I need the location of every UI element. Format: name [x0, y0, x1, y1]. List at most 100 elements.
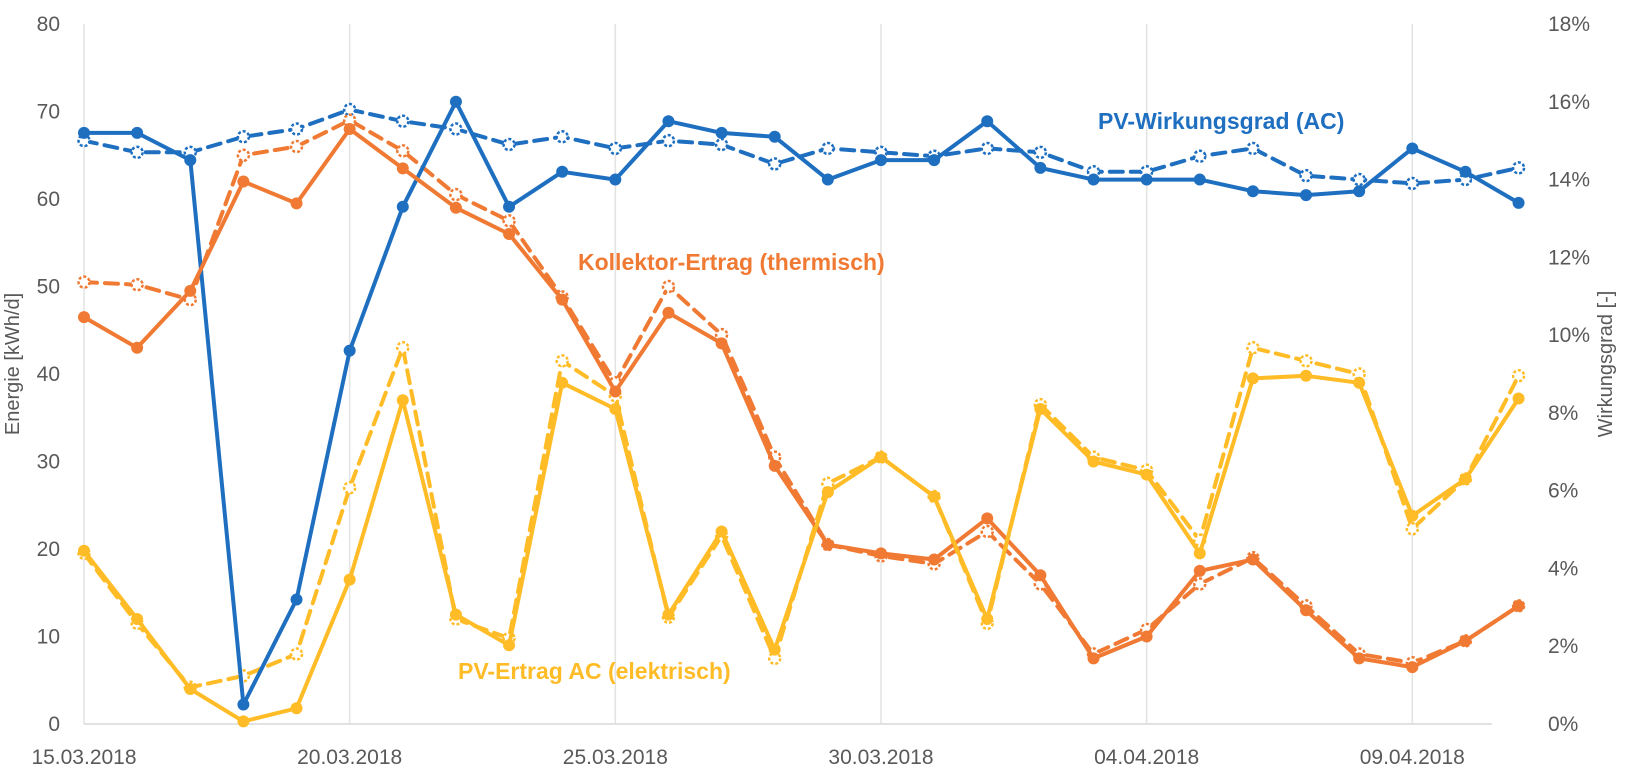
data-point	[78, 126, 90, 139]
data-point	[78, 311, 90, 324]
data-point	[556, 376, 569, 389]
data-point	[237, 715, 250, 728]
right-y-axis-ticks: 0% 2% 4% 6% 8% 10% 12% 14% 16% 18%	[1548, 13, 1590, 736]
data-point	[503, 639, 516, 652]
y-tick-label: 30	[37, 451, 60, 474]
y2-tick-label: 4%	[1548, 557, 1578, 580]
data-point	[662, 306, 675, 319]
data-point	[184, 683, 197, 695]
data-point	[343, 123, 356, 135]
data-point	[1405, 176, 1420, 191]
data-point	[1034, 403, 1047, 415]
data-point	[396, 162, 409, 175]
data-point	[1352, 172, 1366, 187]
data-point	[449, 95, 462, 108]
y-tick-label: 50	[37, 276, 60, 299]
data-point	[661, 133, 676, 148]
data-point	[1459, 473, 1472, 485]
series-line	[82, 118, 1521, 665]
data-point	[821, 173, 834, 186]
data-point	[981, 115, 994, 128]
data-point	[556, 165, 569, 178]
data-point	[1246, 553, 1259, 566]
data-point	[1459, 634, 1472, 647]
data-point	[1352, 367, 1366, 381]
y-tick-label: 0	[48, 713, 60, 736]
y-axis-title: Energie [kWh/d]	[2, 293, 24, 435]
data-point	[556, 293, 569, 306]
data-point	[928, 490, 941, 503]
data-point	[1299, 354, 1313, 368]
series-label-pv-wirkungsgrad: PV-Wirkungsgrad (AC)	[1098, 108, 1344, 134]
data-point	[1353, 185, 1366, 198]
left-y-axis-ticks: 0 10 20 30 40 50 60 70 80	[37, 13, 60, 736]
data-point	[130, 278, 144, 292]
data-point	[236, 130, 251, 144]
data-point	[662, 608, 675, 621]
data-point	[821, 486, 834, 499]
data-point	[1140, 468, 1153, 481]
x-tick-label: 25.03.2018	[563, 746, 668, 769]
y2-tick-label: 18%	[1548, 13, 1590, 36]
data-point	[1087, 652, 1100, 665]
data-point	[396, 200, 409, 213]
data-point	[290, 593, 303, 606]
data-point	[1246, 185, 1259, 198]
data-point	[874, 451, 887, 464]
x-tick-label: 04.04.2018	[1094, 746, 1199, 769]
data-point	[821, 141, 835, 156]
data-point	[821, 476, 835, 491]
data-point	[714, 327, 729, 342]
series-line	[82, 345, 1521, 690]
data-point	[131, 126, 144, 139]
data-point	[343, 573, 356, 586]
series-line	[82, 373, 1521, 724]
data-point	[130, 145, 144, 160]
data-point	[1087, 173, 1100, 186]
data-point	[1511, 161, 1526, 175]
data-point	[1140, 630, 1153, 643]
data-point	[131, 341, 144, 354]
x-tick-label: 15.03.2018	[31, 746, 136, 769]
data-point	[1406, 661, 1419, 674]
data-point	[928, 154, 941, 167]
data-point	[290, 702, 303, 715]
data-point	[1246, 372, 1259, 385]
data-point	[342, 113, 357, 127]
data-point	[1140, 173, 1153, 186]
data-point	[821, 538, 834, 551]
data-point	[237, 175, 250, 188]
data-point	[503, 228, 516, 240]
data-point	[289, 139, 304, 154]
data-point	[608, 141, 623, 156]
data-point	[768, 130, 781, 143]
y2-tick-label: 8%	[1548, 402, 1578, 425]
data-point	[661, 279, 676, 294]
data-point	[1512, 599, 1525, 612]
data-point	[1406, 509, 1419, 522]
data-point	[184, 154, 197, 167]
y2-tick-label: 14%	[1548, 169, 1590, 192]
data-point	[1033, 145, 1048, 160]
data-point	[1459, 165, 1472, 178]
y2-tick-label: 12%	[1548, 246, 1590, 269]
data-point	[1193, 577, 1207, 591]
data-point	[1353, 376, 1366, 389]
x-tick-label: 30.03.2018	[828, 746, 933, 769]
y-tick-label: 10	[37, 626, 60, 649]
data-point	[980, 141, 994, 156]
data-point	[555, 354, 569, 368]
y2-tick-label: 10%	[1548, 324, 1590, 347]
data-point	[1193, 547, 1206, 560]
data-point	[396, 114, 410, 128]
data-point	[980, 524, 994, 539]
data-point	[1353, 652, 1366, 665]
data-point	[715, 525, 728, 538]
data-point	[449, 201, 462, 214]
data-point	[1512, 392, 1525, 405]
data-point	[715, 126, 728, 139]
data-point	[928, 553, 941, 566]
data-point	[289, 122, 304, 136]
data-point	[78, 544, 90, 557]
data-point	[236, 148, 251, 162]
